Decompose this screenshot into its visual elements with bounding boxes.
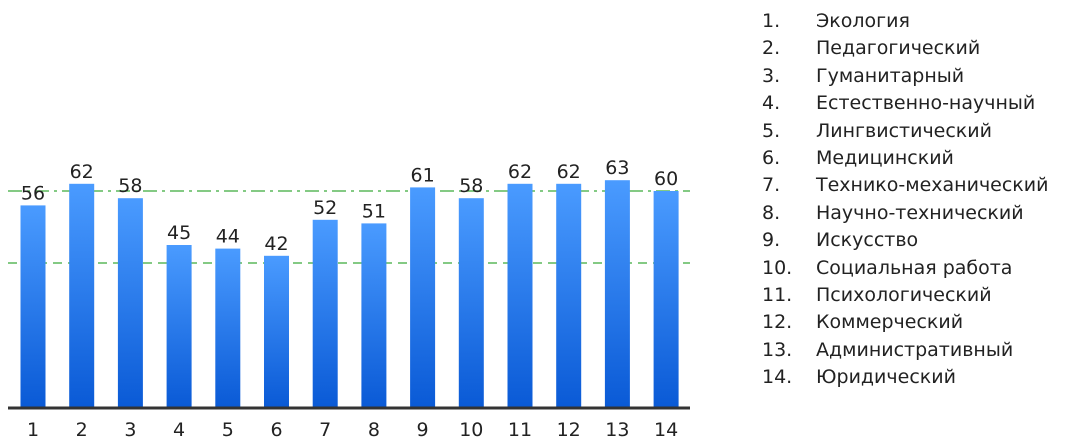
- bar-value-label-2: 62: [70, 161, 94, 183]
- legend-item: 6. Медицинский: [762, 145, 1048, 172]
- bar-value-label-10: 58: [459, 175, 483, 197]
- legend-item-number: 8.: [762, 201, 781, 224]
- x-tick-label-8: 8: [368, 419, 380, 441]
- bar-value-label-7: 52: [313, 197, 337, 219]
- chart-legend: 1. Экология 2. Педагогический 3. Гуманитарный…: [762, 8, 1048, 391]
- legend-item: 5. Лингвистический: [762, 118, 1048, 145]
- bar-value-label-11: 62: [508, 161, 532, 183]
- x-tick-label-14: 14: [654, 419, 678, 441]
- legend-item: 14. Юридический: [762, 364, 1048, 391]
- bar-value-label-5: 44: [216, 226, 240, 248]
- bars-group: [20, 180, 679, 407]
- bar-value-label-6: 42: [264, 233, 288, 255]
- legend-item-label: Психологический: [816, 283, 992, 306]
- bar-1: [20, 205, 46, 407]
- legend-item-number: 6.: [762, 146, 781, 169]
- legend-item-number: 4.: [762, 92, 781, 115]
- x-tick-label-3: 3: [124, 419, 136, 441]
- legend-item: 9. Искусство: [762, 227, 1048, 254]
- legend-item-label: Экология: [816, 10, 910, 32]
- bar-value-label-9: 61: [411, 164, 435, 186]
- legend-item-label: Научно-технический: [816, 201, 1024, 224]
- x-tick-label-9: 9: [417, 419, 429, 441]
- bar-value-label-4: 45: [167, 222, 191, 244]
- legend-item-label: Гуманитарный: [816, 64, 965, 87]
- bar-value-label-3: 58: [118, 175, 142, 197]
- legend-item: 12. Коммерческий: [762, 309, 1048, 336]
- legend-item-label: Искусство: [816, 229, 919, 252]
- x-tick-label-7: 7: [319, 419, 331, 441]
- legend-item-number: 5.: [762, 119, 781, 142]
- bar-2: [69, 183, 95, 407]
- legend-item-number: 12.: [762, 311, 793, 334]
- legend-item: 4. Естественно-научный: [762, 90, 1048, 117]
- bar-6: [264, 255, 289, 407]
- legend-item: 3. Гуманитарный: [762, 63, 1048, 90]
- legend-item: 8. Научно-технический: [762, 200, 1048, 227]
- legend-item: 13. Административный: [762, 337, 1048, 364]
- legend-item-number: 9.: [762, 229, 781, 252]
- legend-item-number: 1.: [762, 10, 781, 32]
- legend-item-label: Административный: [816, 338, 1014, 361]
- legend-item-label: Социальная работа: [816, 256, 1013, 279]
- legend-item-label: Технико-механический: [816, 174, 1049, 197]
- bar-value-label-8: 51: [362, 200, 386, 222]
- legend-item: 2. Педагогический: [762, 35, 1048, 62]
- bar-value-label-13: 63: [605, 157, 629, 179]
- legend-item: 11. Психологический: [762, 282, 1048, 309]
- legend-item-label: Коммерческий: [816, 311, 964, 334]
- legend-item: 7. Технико-механический: [762, 172, 1048, 199]
- x-tick-label-2: 2: [76, 419, 88, 441]
- bar-13: [604, 180, 630, 407]
- x-tick-labels-group: 1 2 3 4 5 6 7 8 9 10 11 12 13 14: [27, 419, 678, 441]
- bar-9: [410, 187, 436, 407]
- legend-item-label: Медицинский: [816, 146, 954, 169]
- legend-item-number: 7.: [762, 174, 781, 197]
- x-tick-label-4: 4: [173, 419, 185, 441]
- bar-7: [312, 219, 338, 407]
- legend-item: 1. Экология: [762, 8, 1048, 35]
- legend-item-number: 10.: [762, 256, 793, 279]
- bar-8: [361, 223, 387, 407]
- x-tick-label-6: 6: [270, 419, 282, 441]
- legend-item-number: 14.: [762, 366, 793, 389]
- bar-value-label-1: 56: [21, 182, 45, 204]
- bar-12: [556, 183, 582, 407]
- x-tick-label-12: 12: [557, 419, 581, 441]
- bar-14: [653, 191, 679, 407]
- bar-3: [117, 198, 143, 407]
- x-tick-label-10: 10: [459, 419, 483, 441]
- bar-value-label-14: 60: [654, 168, 678, 190]
- bar-4: [166, 245, 192, 407]
- reference-lines: [8, 190, 690, 264]
- x-tick-label-5: 5: [222, 419, 234, 441]
- bar-11: [507, 183, 533, 407]
- x-tick-label-13: 13: [605, 419, 629, 441]
- bar-10: [458, 198, 484, 407]
- legend-item-number: 2.: [762, 37, 781, 60]
- legend-item-number: 3.: [762, 64, 781, 87]
- legend-item-label: Юридический: [816, 366, 956, 389]
- bar-5: [215, 248, 241, 407]
- legend-item-label: Лингвистический: [816, 119, 992, 142]
- legend-item-label: Педагогический: [816, 37, 981, 60]
- x-tick-label-1: 1: [27, 419, 39, 441]
- bar-labels-group: 56 62 58 45 44 42 52 51 61 58 62 62 63 60: [21, 157, 678, 255]
- legend-item-number: 13.: [762, 338, 793, 361]
- legend-item-number: 11.: [762, 283, 793, 306]
- x-tick-label-11: 11: [508, 419, 532, 441]
- legend-item-label: Естественно-научный: [816, 92, 1036, 115]
- bar-value-label-12: 62: [557, 161, 581, 183]
- legend-item: 10. Социальная работа: [762, 255, 1048, 282]
